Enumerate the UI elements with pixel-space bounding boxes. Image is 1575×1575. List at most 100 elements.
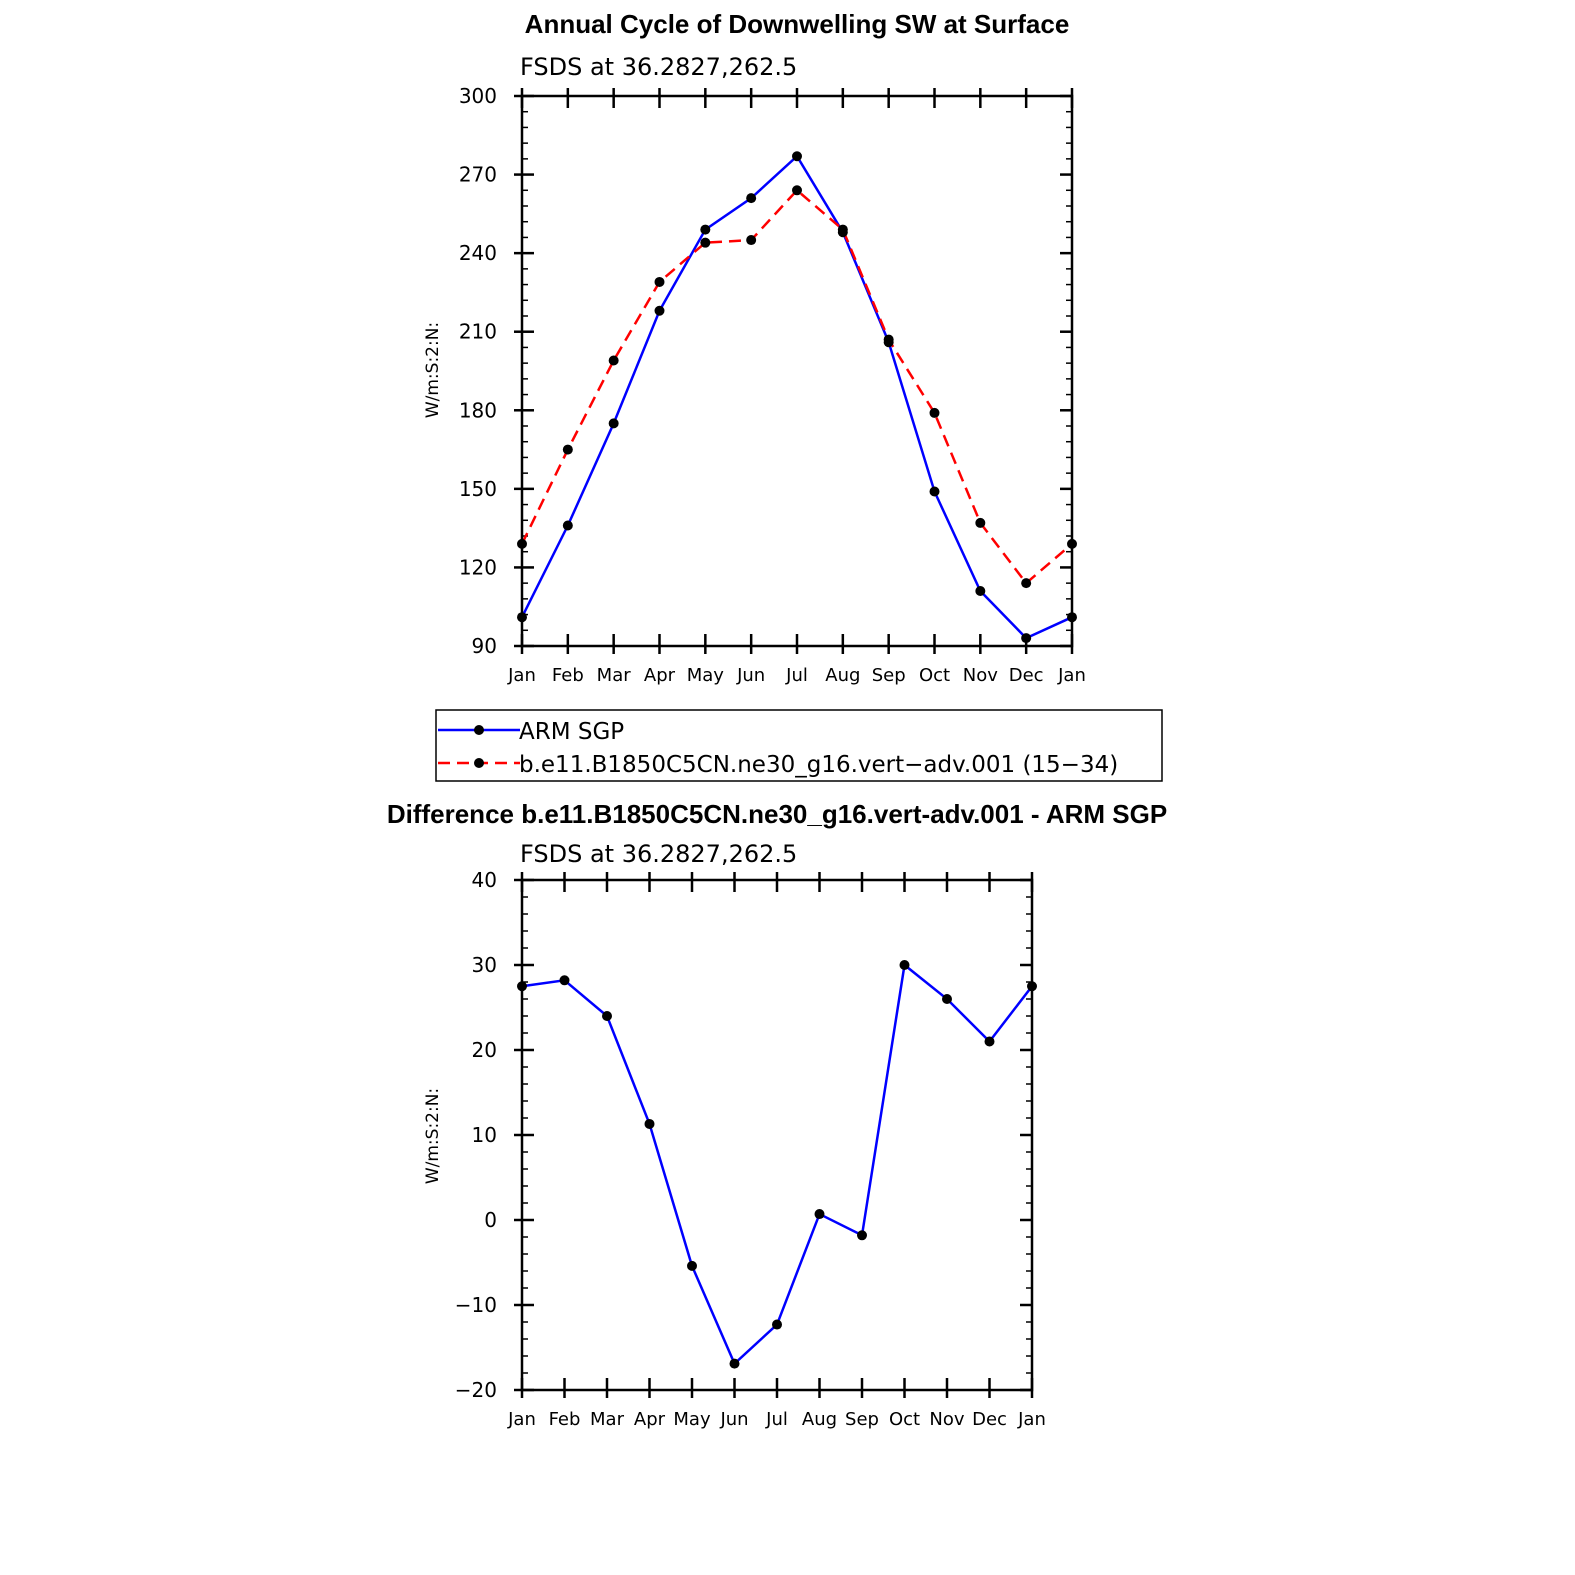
x-tick-label: Nov	[929, 1409, 964, 1430]
x-tick-label: Jan	[507, 1409, 536, 1430]
data-point-1	[700, 237, 711, 248]
data-point-0	[562, 520, 573, 531]
data-point-1	[746, 235, 757, 246]
x-tick-label: Jan	[1017, 1409, 1046, 1430]
data-point-0	[654, 305, 665, 316]
data-point-0	[857, 1230, 867, 1241]
x-tick-label: Aug	[802, 1409, 837, 1430]
data-point-0	[984, 1036, 995, 1047]
y-axis-label: W/m:S:2:N:	[423, 1088, 443, 1184]
data-point-1	[608, 355, 619, 366]
x-tick-label: Dec	[1009, 665, 1044, 686]
x-tick-label: Dec	[972, 1409, 1007, 1430]
y-tick-label: 90	[472, 634, 497, 658]
plot-frame	[520, 94, 1074, 648]
x-tick-label: Mar	[590, 1409, 625, 1430]
x-tick-label: May	[673, 1409, 711, 1430]
x-tick-label: Nov	[963, 665, 998, 686]
y-tick-label: 240	[459, 241, 497, 265]
y-tick-label: 20	[472, 1038, 497, 1062]
x-tick-label: Apr	[644, 665, 676, 686]
chart-title: Difference b.e11.B1850C5CN.ne30_g16.vert…	[387, 799, 1167, 829]
y-tick-label: 270	[459, 163, 497, 187]
data-point-0	[942, 994, 952, 1004]
data-point-0	[1027, 981, 1037, 992]
y-axis: 90 120 150 180 210 240 270 300	[459, 84, 1072, 658]
data-point-1	[975, 517, 986, 528]
legend-frame	[435, 709, 1163, 782]
y-tick-label: 180	[459, 398, 497, 422]
data-point-0	[899, 960, 910, 970]
y-axis-label: W/m:S:2:N:	[423, 322, 443, 418]
x-axis: Jan Feb Mar Apr May Jun Jul Aug Sep Oct Nov Dec Jan	[507, 872, 1046, 1430]
y-tick-label: 300	[459, 84, 497, 108]
x-tick-label: Jun	[719, 1409, 748, 1430]
series-group	[517, 960, 1037, 1369]
chart-subtitle: FSDS at 36.2827,262.5	[520, 840, 797, 868]
x-tick-label: Apr	[634, 1409, 666, 1430]
plot-frame	[520, 878, 1034, 1392]
y-tick-label: 0	[484, 1208, 497, 1232]
data-point-1	[1067, 538, 1077, 549]
data-point-1	[562, 444, 573, 455]
y-tick-label: 10	[472, 1123, 497, 1147]
data-point-0	[792, 151, 802, 162]
x-tick-label: Jul	[785, 665, 808, 686]
y-tick-label: 40	[472, 868, 497, 892]
data-point-0	[1021, 633, 1032, 644]
x-tick-label: Jan	[1057, 665, 1086, 686]
data-point-0	[700, 224, 711, 235]
data-point-1	[1021, 578, 1032, 589]
data-point-0	[814, 1209, 825, 1220]
data-point-0	[687, 1260, 697, 1271]
chart-title: Annual Cycle of Downwelling SW at Surfac…	[525, 9, 1070, 39]
data-point-1	[929, 407, 940, 418]
x-tick-label: Jul	[765, 1409, 788, 1430]
difference-chart: Difference b.e11.B1850C5CN.ne30_g16.vert…	[387, 799, 1167, 1430]
legend-marker-model	[474, 758, 484, 768]
annual-cycle-chart: Annual Cycle of Downwelling SW at Surfac…	[423, 9, 1086, 686]
x-tick-label: Jan	[507, 665, 536, 686]
y-tick-label: −20	[455, 1378, 497, 1402]
x-tick-label: Jun	[736, 665, 765, 686]
series-line-0	[520, 154, 1073, 640]
series-line-1	[520, 188, 1073, 585]
data-point-0	[746, 193, 757, 204]
data-point-1	[837, 224, 848, 235]
data-point-0	[772, 1319, 782, 1330]
y-tick-label: 30	[472, 953, 497, 977]
data-point-1	[792, 185, 802, 196]
series-line-0	[521, 962, 1033, 1366]
data-point-1	[654, 276, 665, 287]
data-point-0	[602, 1011, 612, 1021]
data-point-0	[644, 1118, 655, 1129]
data-point-0	[929, 486, 940, 497]
y-tick-label: 150	[459, 477, 497, 501]
legend: ARM SGP b.e11.B1850C5CN.ne30_g16.vert−ad…	[435, 709, 1163, 782]
x-tick-label: Sep	[872, 665, 906, 686]
x-tick-label: Feb	[549, 1409, 581, 1430]
x-tick-label: Sep	[845, 1409, 879, 1430]
y-axis: −20 −10 0 10 20 30 40	[455, 868, 1032, 1402]
chart-subtitle: FSDS at 36.2827,262.5	[520, 53, 797, 81]
data-point-0	[608, 418, 619, 429]
data-point-0	[975, 586, 986, 596]
y-tick-label: −10	[455, 1293, 497, 1317]
data-point-0	[559, 975, 570, 986]
data-point-1	[883, 334, 894, 345]
x-tick-label: Oct	[889, 1409, 920, 1430]
data-point-0	[517, 981, 527, 992]
x-tick-label: Feb	[552, 665, 584, 686]
legend-marker-arm-sgp	[474, 725, 484, 735]
x-tick-label: Mar	[597, 665, 632, 686]
data-point-0	[517, 612, 527, 623]
legend-entry-model: b.e11.B1850C5CN.ne30_g16.vert−adv.001 (1…	[519, 752, 1118, 778]
y-tick-label: 120	[459, 555, 497, 579]
series-group	[517, 151, 1077, 644]
data-point-0	[1067, 612, 1077, 623]
data-point-1	[517, 538, 527, 549]
x-tick-label: Aug	[825, 665, 860, 686]
data-point-0	[729, 1358, 740, 1369]
x-tick-label: Oct	[919, 665, 950, 686]
